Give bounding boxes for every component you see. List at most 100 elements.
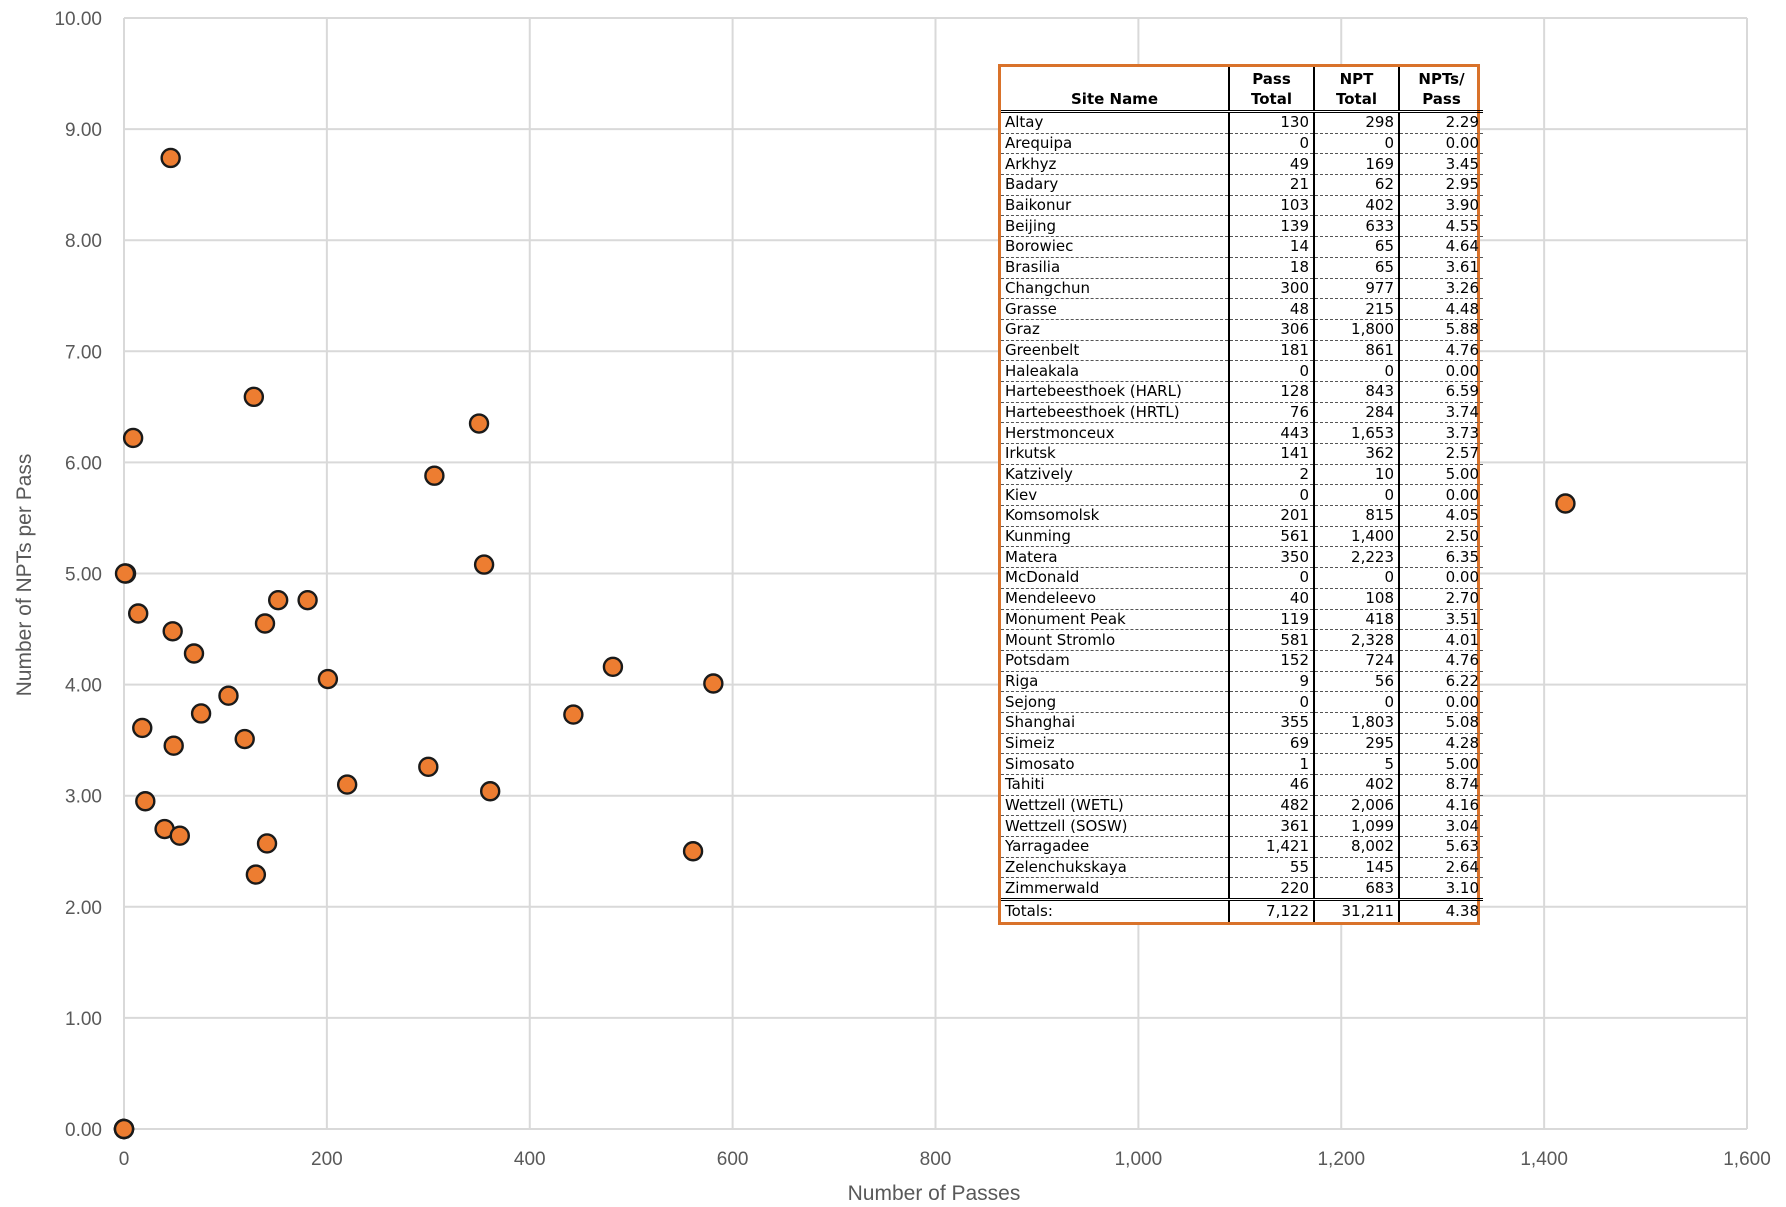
npts-per-pass-cell: 2.57 [1398, 443, 1483, 465]
scatter-point [163, 735, 184, 756]
table-row: Kunming 561 1,400 2.50 [1001, 526, 1483, 548]
npt-total-cell: 62 [1313, 174, 1399, 196]
npt-total-cell: 145 [1313, 857, 1399, 879]
table-row: Changchun 300 977 3.26 [1001, 278, 1483, 300]
table-row: Arequipa 0 0 0.00 [1001, 133, 1483, 155]
npt-total-cell: 0 [1313, 567, 1399, 589]
site-name-cell: Zelenchukskaya [1001, 857, 1229, 879]
scatter-point [256, 833, 278, 854]
site-name-cell: Hartebeesthoek (HRTL) [1001, 402, 1229, 424]
scatter-point [317, 668, 339, 690]
pass-total-cell: 21 [1228, 174, 1314, 196]
npt-total-cell: 1,099 [1313, 815, 1399, 838]
scatter-point [234, 728, 255, 750]
pass-total-cell: 69 [1228, 733, 1314, 755]
scatter-point [114, 563, 136, 584]
npts-per-pass-cell: 0.00 [1398, 133, 1483, 155]
site-name-cell: Matera [1001, 546, 1229, 569]
npt-total-cell: 418 [1313, 609, 1399, 631]
npts-per-pass-cell: 5.08 [1398, 712, 1483, 734]
pass-total-cell: 55 [1228, 857, 1314, 879]
npt-total-cell: 1,803 [1313, 712, 1399, 734]
x-tick-label: 1,000 [1115, 1149, 1163, 1170]
y-tick-label: 3.00 [65, 787, 102, 808]
npt-total-cell: 295 [1313, 733, 1399, 755]
pass-total-cell: 350 [1228, 546, 1314, 569]
npts-per-pass-cell: 4.16 [1398, 795, 1483, 817]
scatter-point [1555, 493, 1576, 514]
table-row: Wettzell (SOSW) 361 1,099 3.04 [1001, 815, 1483, 838]
x-tick-label: 200 [311, 1149, 343, 1170]
scatter-point [254, 613, 276, 634]
table-row: Simosato 1 5 5.00 [1001, 753, 1483, 775]
npts-per-pass-cell: 0.00 [1398, 691, 1483, 713]
table-row: Tahiti 46 402 8.74 [1001, 774, 1483, 796]
npts-per-pass-cell: 5.63 [1398, 836, 1483, 858]
table-row: Wettzell (WETL) 482 2,006 4.16 [1001, 795, 1483, 817]
scatter-point [703, 673, 724, 694]
pass-total-cell: 1 [1228, 753, 1314, 775]
site-name-cell: Baikonur [1001, 195, 1229, 217]
pass-total-cell: 443 [1228, 422, 1314, 444]
npt-total-cell: 683 [1313, 877, 1399, 901]
pass-total-cell: 139 [1228, 215, 1314, 238]
site-name-cell: Beijing [1001, 215, 1229, 238]
site-name-cell: Simeiz [1001, 733, 1229, 755]
site-name-cell: Haleakala [1001, 360, 1229, 382]
scatter-point [135, 791, 156, 812]
site-name-cell: Greenbelt [1001, 340, 1229, 362]
npts-per-pass-cell: 4.64 [1398, 236, 1483, 258]
table-row: Simeiz 69 295 4.28 [1001, 733, 1483, 755]
scatter-point [162, 621, 183, 642]
npts-per-pass-cell: 5.88 [1398, 319, 1483, 341]
pass-total-cell: 1,421 [1228, 836, 1314, 858]
npt-total-cell: 1,800 [1313, 319, 1399, 341]
npts-per-pass-cell: 6.35 [1398, 546, 1483, 569]
npts-per-pass-cell: 4.01 [1398, 629, 1483, 651]
npts-per-pass-cell: 2.70 [1398, 588, 1483, 610]
y-tick-label: 4.00 [65, 676, 102, 697]
y-tick-label: 1.00 [65, 1009, 102, 1030]
totals-label: Totals: [1001, 898, 1229, 923]
pass-total-cell: 9 [1228, 671, 1314, 693]
table-row: Matera 350 2,223 6.35 [1001, 546, 1483, 569]
npt-total-cell: 724 [1313, 650, 1399, 672]
npt-total-cell: 8,002 [1313, 836, 1399, 858]
pass-total-cell: 0 [1228, 133, 1314, 155]
table-row: Herstmonceux 443 1,653 3.73 [1001, 422, 1483, 444]
totals-pass: 7,122 [1228, 898, 1314, 923]
y-tick-label: 7.00 [65, 342, 102, 363]
site-data-table: Site Name Pass Total NPT Total NPTs/ Pas… [1001, 67, 1483, 923]
npts-per-pass-cell: 0.00 [1398, 360, 1483, 382]
table-row: Zimmerwald 220 683 3.10 [1001, 877, 1483, 901]
header-site-name: Site Name [1001, 67, 1229, 113]
npts-per-pass-cell: 2.50 [1398, 526, 1483, 548]
npts-per-pass-cell: 4.48 [1398, 298, 1483, 320]
table-row: Altay 130 298 2.29 [1001, 111, 1483, 134]
x-tick-label: 1,600 [1723, 1149, 1771, 1170]
site-name-cell: Kunming [1001, 526, 1229, 548]
site-name-cell: Potsdam [1001, 650, 1229, 672]
table-row: Grasse 48 215 4.48 [1001, 298, 1483, 320]
scatter-point [424, 465, 445, 486]
pass-total-cell: 361 [1228, 815, 1314, 838]
site-name-cell: Changchun [1001, 278, 1229, 300]
npt-total-cell: 0 [1313, 484, 1399, 507]
table-row: Mount Stromlo 581 2,328 4.01 [1001, 629, 1483, 651]
x-tick-label: 600 [717, 1149, 749, 1170]
table-row: Shanghai 355 1,803 5.08 [1001, 712, 1483, 734]
npts-per-pass-cell: 6.22 [1398, 671, 1483, 693]
npt-total-cell: 0 [1313, 360, 1399, 382]
x-tick-label: 1,200 [1317, 1149, 1365, 1170]
table-row: Yarragadee 1,421 8,002 5.63 [1001, 836, 1483, 858]
table-row: Potsdam 152 724 4.76 [1001, 650, 1483, 672]
pass-total-cell: 152 [1228, 650, 1314, 672]
table-row: Irkutsk 141 362 2.57 [1001, 443, 1483, 465]
table-row: Beijing 139 633 4.55 [1001, 215, 1483, 238]
npts-per-pass-cell: 2.29 [1398, 111, 1483, 134]
pass-total-cell: 49 [1228, 153, 1314, 176]
site-name-cell: Katzively [1001, 464, 1229, 486]
npts-per-pass-cell: 3.04 [1398, 815, 1483, 838]
scatter-point [183, 643, 205, 664]
site-name-cell: Wettzell (WETL) [1001, 795, 1229, 817]
